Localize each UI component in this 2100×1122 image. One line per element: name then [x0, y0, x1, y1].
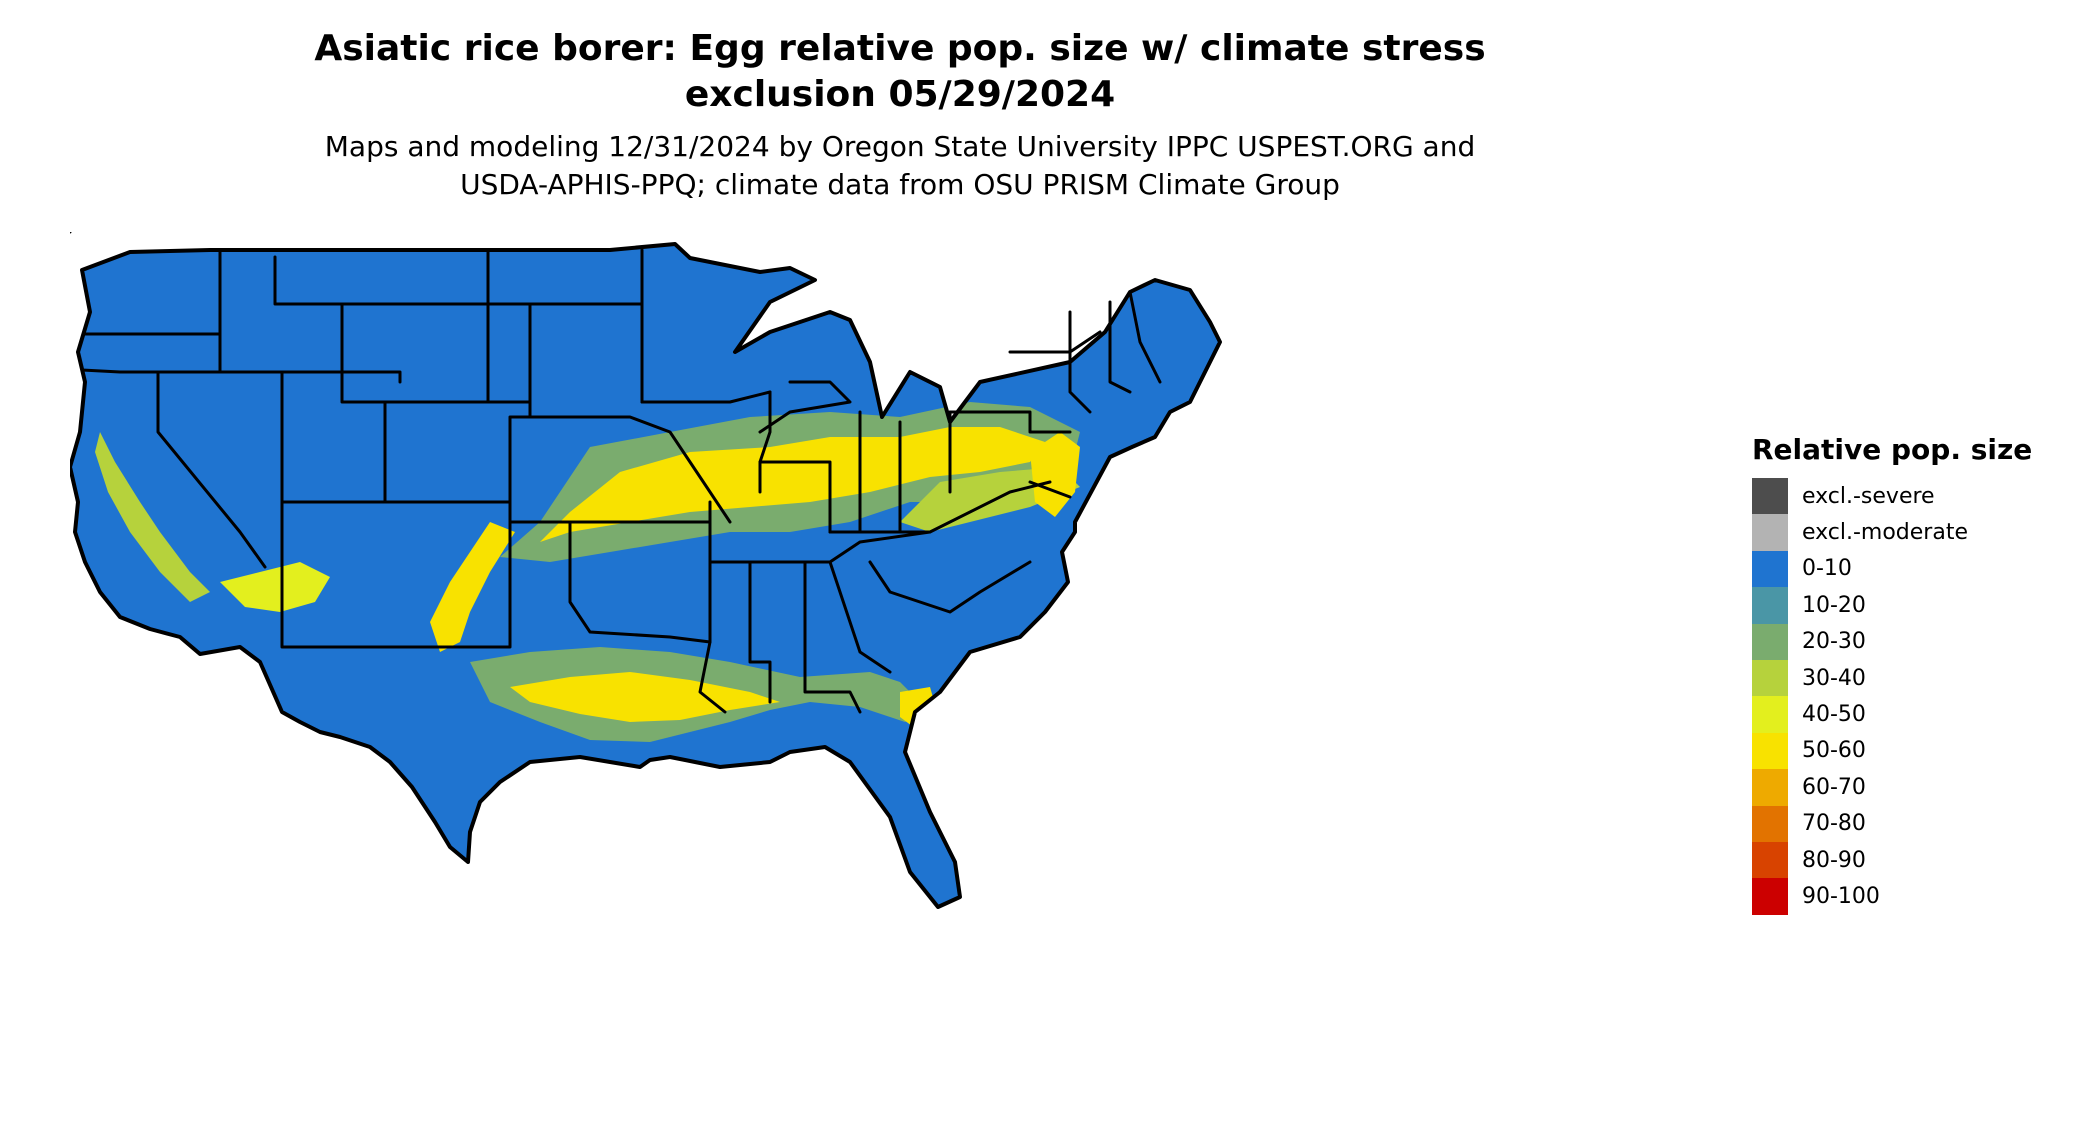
legend-swatch	[1752, 696, 1788, 733]
legend-label: 90-100	[1802, 883, 1880, 909]
map-title-line-1: Asiatic rice borer: Egg relative pop. si…	[314, 28, 1486, 69]
us-population-map	[70, 232, 1222, 909]
legend-item: 30-40	[1752, 659, 2032, 697]
legend-item: 50-60	[1752, 732, 2032, 770]
legend-swatch	[1752, 769, 1788, 806]
map-subtitle-line-2: USDA-APHIS-PPQ; climate data from OSU PR…	[460, 168, 1340, 201]
map-title-line-2: exclusion 05/29/2024	[684, 74, 1116, 115]
legend-swatch	[1752, 805, 1788, 842]
legend-swatch	[1752, 878, 1788, 915]
legend-swatch	[1752, 841, 1788, 879]
band-plains-50-60	[430, 522, 515, 652]
legend-item: 0-10	[1752, 550, 2032, 588]
map-subtitle-line-1: Maps and modeling 12/31/2024 by Oregon S…	[324, 130, 1476, 163]
legend-item: excl.-moderate	[1752, 514, 2032, 551]
state-borders	[70, 232, 1162, 714]
legend-label: 80-90	[1802, 847, 1866, 873]
legend-item: 80-90	[1752, 841, 2032, 879]
legend-label: 60-70	[1802, 774, 1866, 800]
legend-item: 20-30	[1752, 623, 2032, 660]
legend-item: 90-100	[1752, 878, 2032, 915]
band-central-50-60	[540, 427, 1045, 542]
band-southwest-40-50	[220, 562, 330, 612]
legend-label: excl.-moderate	[1802, 520, 1968, 546]
legend-item: 60-70	[1752, 769, 2032, 806]
legend-item: 10-20	[1752, 587, 2032, 624]
legend-swatch	[1752, 478, 1788, 515]
band-california-30-40	[95, 432, 210, 602]
legend-label: 30-40	[1802, 665, 1866, 691]
legend-item: 40-50	[1752, 696, 2032, 733]
us-landmass	[70, 244, 1220, 907]
legend-swatch	[1752, 623, 1788, 660]
legend-swatch	[1752, 550, 1788, 588]
legend-label: 20-30	[1802, 629, 1866, 655]
legend-label: 70-80	[1802, 811, 1866, 837]
legend-label: excl.-severe	[1802, 483, 1935, 509]
legend-swatch	[1752, 514, 1788, 551]
legend-title: Relative pop. size	[1752, 433, 2033, 466]
legend-item: excl.-severe	[1752, 478, 2032, 515]
legend-label: 10-20	[1802, 592, 1866, 618]
legend-label: 50-60	[1802, 738, 1866, 764]
legend-swatch	[1752, 659, 1788, 697]
legend-item: 70-80	[1752, 805, 2032, 842]
legend-swatch	[1752, 732, 1788, 770]
legend: Relative pop. size excl.-severe excl.-mod…	[1752, 432, 2032, 915]
legend-label: 40-50	[1802, 702, 1866, 728]
legend-label: 0-10	[1802, 556, 1852, 582]
legend-items: excl.-severe excl.-moderate 0-10 10-20 20-30…	[1752, 478, 2032, 915]
band-gulf-50-60	[510, 672, 780, 722]
legend-swatch	[1752, 587, 1788, 624]
